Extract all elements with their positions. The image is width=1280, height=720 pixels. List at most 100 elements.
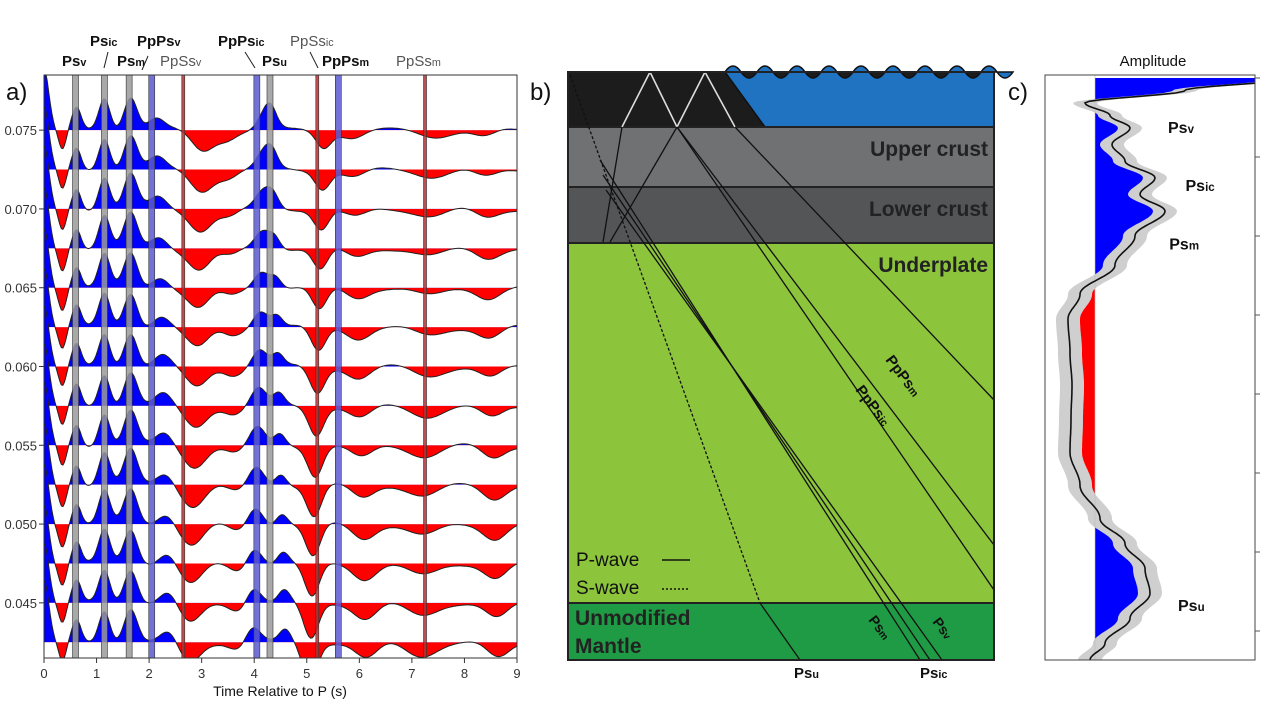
phase-label: PpSsic — [290, 33, 334, 50]
trace-negative-fill — [54, 287, 515, 311]
phase-label-sub: v — [940, 631, 952, 642]
phase-label-sub: m — [432, 57, 441, 69]
x-tick-label: 9 — [513, 666, 520, 681]
p-wave-ray — [602, 174, 931, 661]
phase-label-sub: ic — [1205, 182, 1215, 194]
phase-label: Psu — [262, 53, 287, 70]
trace-line — [44, 145, 517, 233]
phase-label-sub: u — [1198, 602, 1205, 614]
phase-label: PpSsm — [396, 53, 441, 70]
phase-label-main: Ps — [1169, 236, 1189, 253]
trace — [44, 543, 517, 639]
trace-negative-fill — [55, 248, 517, 271]
phase-line — [148, 75, 156, 658]
phase-line — [315, 75, 320, 658]
phase-line — [181, 75, 186, 658]
legend-s-wave: S-wave — [576, 578, 639, 599]
y-axis-a: 0.045 0.050 0.055 0.060 0.065 0.070 0.075 — [4, 123, 44, 611]
trace — [44, 106, 517, 193]
p-wave-ray — [734, 126, 995, 401]
phase-line — [72, 75, 79, 658]
layer-label-mantle-2: Mantle — [575, 635, 642, 658]
underplate-layer — [567, 242, 995, 604]
panel-a-label: a) — [6, 79, 27, 106]
trace — [44, 504, 517, 597]
multiple-ray — [621, 71, 651, 128]
phase-label: Psm — [1169, 236, 1199, 253]
trace — [44, 306, 517, 394]
phase-label: Psv — [62, 53, 86, 70]
trace-line — [44, 106, 517, 193]
y-tick-label: 0.065 — [4, 281, 37, 296]
y-tick-label: 0.060 — [4, 360, 37, 375]
phase-label-sub: m — [1189, 240, 1199, 252]
layer-label-mantle-1: Unmodified — [575, 607, 691, 630]
p-wave-ray — [676, 126, 995, 591]
phase-label: Psu — [1178, 598, 1205, 615]
x-tick-label: 3 — [198, 666, 205, 681]
phase-label: PpPsm — [322, 53, 369, 70]
s-wave-ray — [569, 74, 761, 604]
x-tick-label: 8 — [461, 666, 468, 681]
x-tick-label: 0 — [40, 666, 47, 681]
multiple-ray — [649, 71, 678, 128]
panel-b-label: b) — [530, 79, 551, 106]
label-leader — [244, 51, 256, 69]
trace-negative-fill — [44, 169, 517, 193]
phase-label-main: Ps — [920, 665, 938, 682]
phase-label: PpPsv — [137, 33, 181, 50]
trace — [44, 186, 517, 272]
trace-positive-fill — [44, 146, 517, 209]
x-tick-label: 4 — [251, 666, 258, 681]
trace-positive-fill — [44, 187, 517, 249]
label-leader — [309, 51, 319, 69]
phase-label-sub: ic — [256, 37, 265, 49]
phase-lines — [72, 75, 427, 658]
trace-line — [44, 464, 517, 557]
trace-line — [44, 306, 517, 394]
phase-label-main: PpSs — [160, 53, 196, 70]
phase-label-main: Ps — [1178, 598, 1198, 615]
phase-label: Psic — [90, 33, 117, 50]
trace-line — [44, 268, 517, 351]
layer-label-lower-crust: Lower crust — [869, 198, 988, 221]
phase-label-main: Ps — [1168, 120, 1188, 137]
trace — [44, 145, 517, 233]
phase-label: Psv — [1168, 120, 1195, 137]
layer-label-upper-crust: Upper crust — [870, 138, 988, 161]
phase-label-main: Ps — [62, 53, 80, 70]
phase-label-main: PpPs — [137, 33, 175, 50]
phase-label-main: Ps — [90, 33, 108, 50]
trace-line — [44, 186, 517, 272]
p-wave-ray — [676, 126, 995, 546]
phase-label: Psic — [920, 665, 947, 682]
ray-paths — [569, 71, 995, 661]
phase-label-sub: u — [280, 57, 287, 69]
uncertainty-band — [1056, 82, 1255, 660]
x-tick-label: 6 — [356, 666, 363, 681]
y-tick-label: 0.075 — [4, 123, 37, 138]
phase-label: Psm — [117, 53, 145, 70]
phase-line — [125, 75, 133, 658]
legend-p-wave: P-wave — [576, 550, 639, 571]
trace-negative-fill — [44, 130, 517, 152]
y-tick-label: 0.050 — [4, 517, 37, 532]
phase-label: PpSsv — [160, 53, 202, 70]
trace-line — [44, 381, 517, 478]
phase-label-sub: ic — [938, 669, 947, 681]
stack-trace — [1056, 75, 1255, 660]
trace-negative-fill — [55, 642, 517, 658]
phase-label-sub: m — [360, 57, 370, 69]
phase-labels: PsvPsicPsmPpPsvPpSsvPpPsicPsuPpSsicPpPsm… — [62, 33, 441, 71]
phase-label-sub: v — [1188, 124, 1195, 136]
layer-label-underplate: Underplate — [878, 254, 988, 277]
label-leader — [103, 51, 109, 69]
phase-label-main: PpPs — [218, 33, 256, 50]
phase-label-main: PpPs — [322, 53, 360, 70]
phase-label-main: PpSs — [290, 33, 326, 50]
p-wave-ray — [602, 126, 623, 243]
